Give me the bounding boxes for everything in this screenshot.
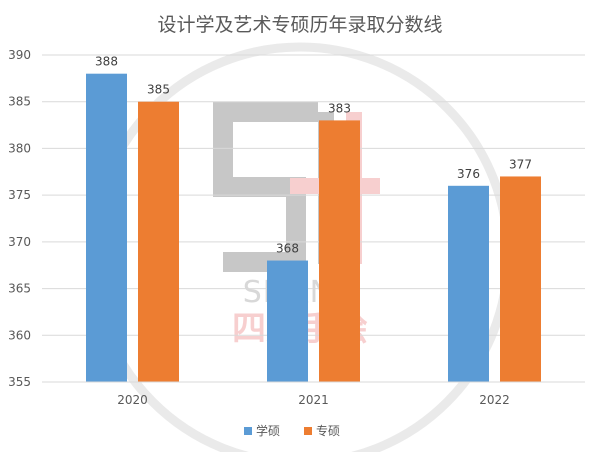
legend: 学硕 专硕: [244, 423, 340, 438]
legend-swatch: [244, 427, 252, 435]
y-tick-label: 375: [8, 188, 31, 202]
x-tick-label: 2022: [479, 393, 510, 407]
y-tick-label: 380: [8, 141, 31, 155]
data-label: 385: [147, 83, 170, 97]
bars: 388 385 368 383 376 377: [86, 55, 541, 383]
y-tick-label: 390: [8, 48, 31, 62]
bar-专硕-2022: [500, 176, 541, 382]
data-label: 388: [95, 55, 118, 69]
chart-title: 设计学及艺术专硕历年录取分数线: [157, 14, 442, 36]
x-axis: 2020 2021 2022: [42, 381, 585, 407]
data-label: 377: [509, 157, 532, 171]
y-tick-label: 385: [8, 95, 31, 109]
y-tick-label: 365: [8, 282, 31, 296]
data-label: 368: [276, 242, 299, 256]
y-tick-label: 355: [8, 375, 31, 389]
y-axis: 355 360 365 370 375 380 385 390: [8, 48, 31, 389]
legend-label: 专硕: [316, 423, 340, 438]
legend-label: 学硕: [256, 423, 280, 438]
legend-swatch: [304, 427, 312, 435]
y-tick-label: 370: [8, 235, 31, 249]
x-tick-label: 2021: [298, 393, 329, 407]
bar-学硕-2020: [86, 73, 127, 382]
y-tick-label: 360: [8, 328, 31, 342]
bar-学硕-2022: [448, 185, 489, 382]
bar-学硕-2021: [267, 260, 308, 382]
bar-专硕-2021: [319, 120, 360, 383]
x-tick-label: 2020: [117, 393, 148, 407]
bar-专硕-2020: [138, 101, 179, 382]
data-label: 383: [328, 101, 351, 115]
data-label: 376: [457, 167, 480, 181]
